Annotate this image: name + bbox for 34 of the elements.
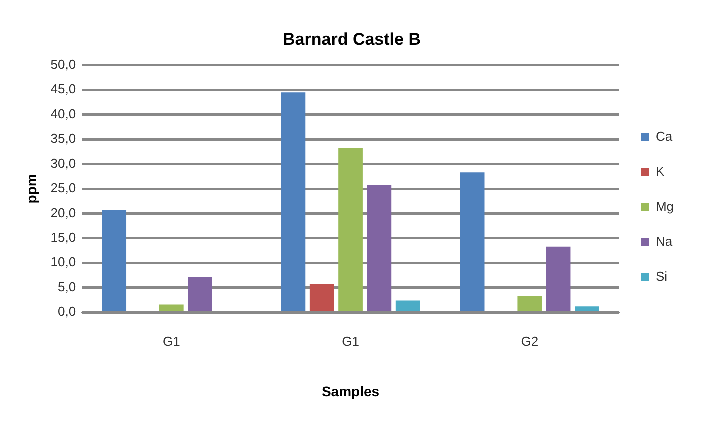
- legend-label: Mg: [656, 199, 674, 214]
- x-tick-label: G1: [342, 334, 360, 349]
- y-tick-label: 5,0: [58, 279, 76, 294]
- y-tick-label: 0,0: [58, 304, 76, 320]
- bar: [159, 304, 184, 312]
- x-tick-label: G2: [521, 334, 539, 349]
- bar: [310, 284, 334, 312]
- y-tick-label: 50,0: [50, 56, 76, 72]
- legend-label: Ca: [656, 129, 674, 144]
- y-tick-label: 35,0: [50, 131, 76, 146]
- x-tick-label: G1: [162, 334, 180, 349]
- chart-title: Barnard Castle B: [283, 30, 421, 49]
- bar: [102, 210, 127, 312]
- bar: [281, 92, 306, 312]
- legend-label: Na: [656, 234, 674, 250]
- y-tick-label: 15,0: [50, 230, 76, 246]
- y-tick-label: 20,0: [50, 205, 76, 220]
- bar: [460, 172, 485, 312]
- y-tick-label: 45,0: [50, 82, 76, 97]
- legend-label: K: [656, 164, 665, 180]
- bar: [338, 148, 363, 312]
- y-axis-title: ppm: [23, 174, 40, 204]
- legend-label: Si: [656, 269, 668, 284]
- bar: [575, 306, 600, 312]
- y-tick-label: 10,0: [50, 254, 76, 270]
- y-tick-label: 40,0: [50, 106, 76, 122]
- bar: [396, 300, 420, 312]
- bar: [518, 296, 542, 312]
- y-tick-label: 25,0: [50, 180, 76, 196]
- bar: [188, 278, 212, 312]
- y-tick-label: 30,0: [50, 156, 76, 171]
- x-axis-title: Samples: [322, 383, 380, 400]
- bar: [546, 246, 571, 312]
- bar: [367, 186, 392, 312]
